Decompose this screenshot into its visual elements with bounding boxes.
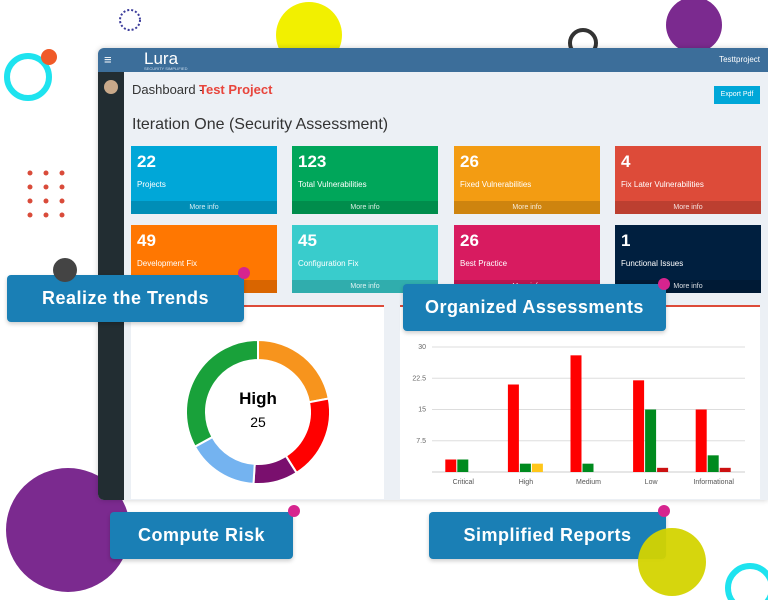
bar [707,455,719,472]
decor-ring [4,53,52,101]
bar [657,467,669,472]
callout: Simplified Reports [429,512,666,559]
callout: Realize the Trends [7,275,244,322]
tile-label: Configuration Fix [298,259,359,268]
tile-label: Best Practice [460,259,508,268]
y-tick-label: 7.5 [416,438,426,445]
top-bar: ≡ Lura SECURITY SIMPLIFIED Testtproject [98,48,768,72]
tile-label: Fix Later Vulnerabilities [621,180,704,189]
bar [582,463,594,472]
bar [645,409,657,472]
tile-value: 26 [460,152,479,171]
y-tick-label: 30 [418,344,426,351]
tile-link[interactable]: More info [454,201,600,214]
project-name: Test Project [199,82,273,97]
stat-tile: 22 Projects More info [131,146,277,214]
tile-value: 22 [137,152,156,171]
donut-segment [193,435,256,485]
stat-tile: 123 Total Vulnerabilities More info [292,146,438,214]
bar [633,380,645,472]
stat-tile: 45 Configuration Fix More info [292,225,438,293]
tile-label: Projects [137,180,166,189]
page-title: Dashboard - [132,82,204,97]
iteration-title: Iteration One (Security Assessment) [132,116,389,133]
x-tick-label: Low [645,479,659,486]
menu-icon[interactable]: ≡ [104,52,112,67]
decor-circle [119,9,141,31]
tile-value: 26 [460,231,479,250]
decor-dots [27,170,65,218]
bar [695,409,707,472]
x-tick-label: Critical [453,479,475,486]
bar [719,467,731,472]
decor-ring [725,563,768,600]
donut-center-value: 25 [250,414,266,430]
tile-link[interactable]: More info [131,201,277,214]
tile-value: 123 [298,152,327,171]
tile-value: 49 [137,231,156,250]
tile-label: Development Fix [137,259,198,268]
tagline: SECURITY SIMPLIFIED [144,66,188,71]
decor-dot [41,49,57,65]
bar [445,459,457,472]
tile-value: 1 [621,231,631,250]
x-tick-label: Informational [693,479,734,486]
bar [457,459,469,472]
stat-tile: 4 Fix Later Vulnerabilities More info [615,146,761,214]
callout: Compute Risk [110,512,293,559]
x-tick-label: Medium [576,479,601,486]
donut-center-label: High [239,389,277,408]
tile-label: Functional Issues [621,259,684,268]
bar [519,463,531,472]
bar [507,384,519,472]
avatar [104,80,118,94]
user-name[interactable]: Testtproject [719,55,760,64]
bar [531,463,543,472]
callout: Organized Assessments [403,284,666,331]
tile-value: 45 [298,231,317,250]
donut-segment [284,397,331,475]
brand: Lura [144,49,179,68]
y-tick-label: 15 [418,407,426,414]
tile-link[interactable]: More info [292,201,438,214]
tile-label: Total Vulnerabilities [298,180,367,189]
y-tick-label: 22.5 [412,375,426,382]
tile-link[interactable]: More info [292,280,438,293]
donut-segment [185,338,259,449]
stat-tile: 26 Fixed Vulnerabilities More info [454,146,600,214]
export-button[interactable]: Export Pdf [714,86,760,104]
decor-circle [666,0,722,53]
tile-label: Fixed Vulnerabilities [460,180,532,189]
tile-link[interactable]: More info [615,201,761,214]
tile-value: 4 [621,152,631,171]
x-tick-label: High [519,479,534,486]
bar [570,355,582,472]
